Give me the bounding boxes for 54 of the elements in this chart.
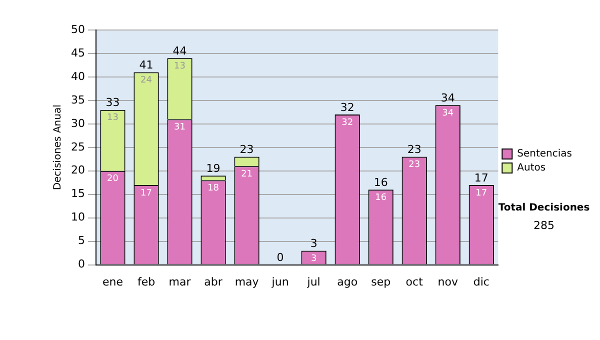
x-tick-label: sep bbox=[371, 275, 391, 288]
x-tick-label: abr bbox=[204, 275, 223, 288]
data-label: 17 bbox=[476, 188, 488, 198]
x-tick-label: oct bbox=[406, 275, 424, 288]
x-tick-label: may bbox=[234, 275, 260, 288]
total-label: 44 bbox=[172, 44, 187, 58]
data-label: 13 bbox=[174, 62, 186, 72]
y-tick-label: 45 bbox=[70, 46, 85, 60]
y-tick-label: 25 bbox=[70, 140, 85, 154]
data-label: 34 bbox=[442, 108, 454, 118]
x-tick-label: jul bbox=[306, 275, 320, 288]
y-tick-label: 35 bbox=[70, 93, 85, 106]
total-label: 16 bbox=[374, 176, 388, 190]
total-label: 41 bbox=[139, 58, 154, 72]
data-label: 32 bbox=[342, 118, 354, 128]
y-tick-label: 50 bbox=[70, 22, 85, 36]
data-label: 20 bbox=[107, 174, 119, 184]
data-label: 21 bbox=[241, 170, 253, 180]
total-label: 19 bbox=[206, 162, 220, 175]
y-tick-label: 30 bbox=[70, 116, 85, 130]
x-tick-label: mar bbox=[168, 275, 192, 288]
x-tick-label: jun bbox=[270, 275, 289, 288]
y-tick-label: 20 bbox=[70, 164, 85, 177]
data-label: 13 bbox=[107, 113, 118, 124]
total-label: 33 bbox=[106, 96, 120, 110]
data-label: 18 bbox=[208, 184, 220, 194]
total-label: 23 bbox=[407, 143, 422, 156]
legend-label: Autos bbox=[517, 162, 546, 174]
total-label: 34 bbox=[440, 91, 455, 104]
total-label: 32 bbox=[340, 100, 354, 114]
y-tick-label: 40 bbox=[70, 70, 85, 83]
data-label: 17 bbox=[140, 188, 152, 198]
y-tick-label: 10 bbox=[70, 210, 85, 224]
x-tick-label: ene bbox=[102, 275, 124, 288]
total-label: 0 bbox=[276, 251, 284, 264]
data-label: 24 bbox=[140, 76, 152, 86]
y-tick-label: 15 bbox=[70, 187, 85, 200]
legend-label: Sentencias bbox=[517, 148, 572, 160]
x-tick-label: feb bbox=[137, 275, 156, 288]
text: 285 bbox=[534, 218, 554, 232]
y-tick-label: 5 bbox=[78, 234, 85, 248]
text: Total Decisiones bbox=[498, 202, 590, 214]
data-label: 23 bbox=[408, 160, 420, 170]
x-tick-label: ago bbox=[337, 275, 358, 288]
data-label: 31 bbox=[174, 122, 186, 133]
data-label: 16 bbox=[375, 193, 387, 204]
x-tick-label: nov bbox=[438, 275, 458, 288]
x-tick-label: dic bbox=[473, 275, 490, 288]
data-label: 3 bbox=[310, 254, 317, 264]
total-label: 3 bbox=[310, 237, 318, 250]
y-axis-title: Decisiones Anual bbox=[52, 104, 64, 190]
y-tick-label: 0 bbox=[78, 258, 85, 271]
total-label: 17 bbox=[474, 171, 488, 184]
total-label: 23 bbox=[240, 143, 254, 156]
